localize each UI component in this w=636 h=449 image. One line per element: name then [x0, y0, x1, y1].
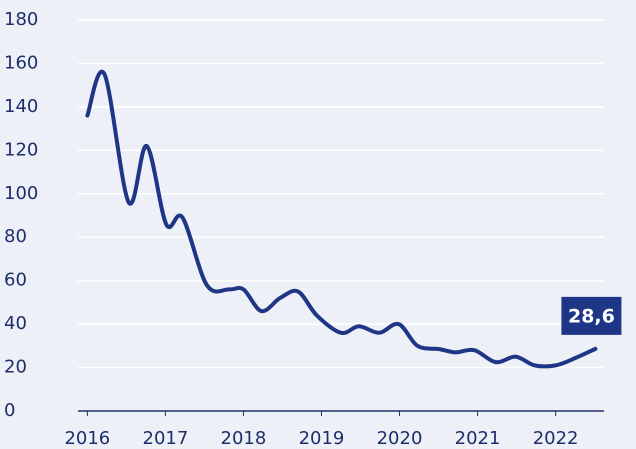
- x-tick-label: 2017: [143, 428, 189, 449]
- y-tick-label: 100: [4, 183, 38, 204]
- x-tick-label: 2020: [377, 428, 423, 449]
- y-tick-label: 120: [4, 139, 38, 160]
- y-tick-label: 160: [4, 52, 38, 73]
- y-tick-label: 40: [4, 313, 27, 334]
- y-tick-label: 60: [4, 270, 27, 291]
- x-tick-label: 2016: [64, 428, 110, 449]
- y-tick-label: 20: [4, 357, 27, 378]
- value-label-box: [561, 296, 622, 335]
- y-tick-label: 0: [4, 400, 15, 421]
- value-label: 28,6: [568, 305, 615, 327]
- x-tick-label: 2018: [221, 428, 267, 449]
- y-tick-label: 180: [4, 9, 38, 30]
- data-line: [85, 69, 598, 369]
- y-tick-label: 80: [4, 226, 27, 247]
- x-tick-label: 2022: [533, 428, 579, 449]
- x-tick-label: 2019: [299, 428, 345, 449]
- y-tick-label: 140: [4, 96, 38, 117]
- x-tick-label: 2021: [455, 428, 501, 449]
